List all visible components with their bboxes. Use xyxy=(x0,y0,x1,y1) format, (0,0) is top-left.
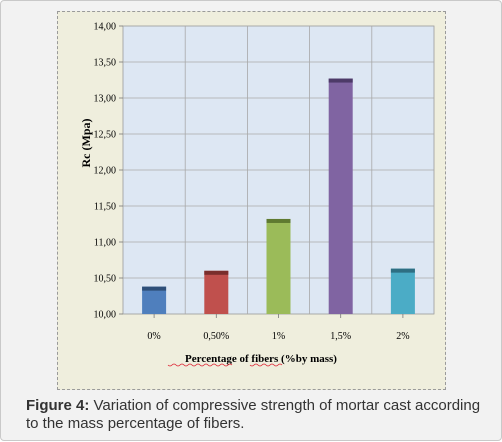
bar-top xyxy=(204,270,229,275)
bar xyxy=(266,218,291,314)
bar-top xyxy=(142,286,167,291)
x-tick-label: 1,5% xyxy=(330,331,351,342)
y-tick-label: 10,00 xyxy=(94,310,117,321)
y-tick-label: 14,00 xyxy=(94,22,117,33)
bar-top xyxy=(266,218,291,223)
bar xyxy=(204,270,229,314)
y-tick-label: 10,50 xyxy=(94,274,117,285)
y-axis-label: Rc (Mpa) xyxy=(79,119,93,168)
x-tick-label: 0% xyxy=(147,331,160,342)
spell-underline xyxy=(249,363,283,367)
bar xyxy=(390,268,415,314)
y-tick-label: 12,50 xyxy=(94,130,117,141)
x-tick-label: 1% xyxy=(272,331,285,342)
y-tick-label: 11,00 xyxy=(94,238,116,249)
y-tick-label: 12,00 xyxy=(94,166,117,177)
x-tick-label: 0,50% xyxy=(203,331,229,342)
caption-text: Variation of compressive strength of mor… xyxy=(26,397,481,432)
y-tick-label: 13,00 xyxy=(94,94,117,105)
bar-top xyxy=(328,78,353,83)
bar xyxy=(328,78,353,314)
figure-caption: Figure 4: Variation of compressive stren… xyxy=(26,397,486,433)
x-axis-label: Percentage of fibers (%by mass) xyxy=(185,353,337,365)
y-tick-label: 11,50 xyxy=(94,202,116,213)
caption-label: Figure 4: xyxy=(26,397,90,414)
x-tick-label: 2% xyxy=(396,331,409,342)
spell-underline xyxy=(167,363,233,367)
y-tick-label: 13,50 xyxy=(94,58,117,69)
bar-top xyxy=(390,268,415,273)
bar xyxy=(142,286,167,314)
